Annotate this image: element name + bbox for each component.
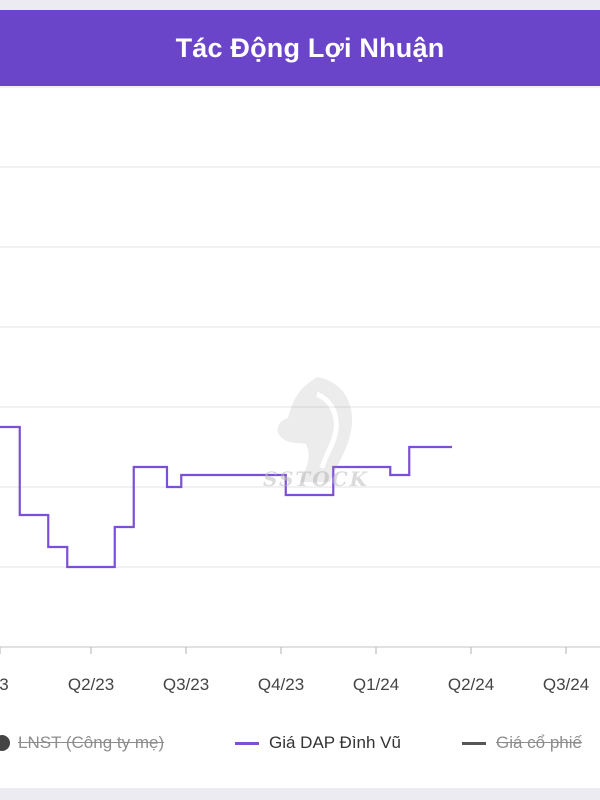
line-icon [462,741,486,745]
horse-logo-watermark [277,377,353,482]
chart-header: Tác Động Lợi Nhuận [0,10,600,86]
series-line-gia-dap [0,425,452,569]
x-tick-label: Q2/24 [448,675,494,694]
legend-item-lnst[interactable]: LNST (Công ty mẹ) [0,726,164,760]
line-icon [235,741,259,745]
x-tick-label: Q3/23 [163,675,209,694]
x-tick-label: Q4/23 [258,675,304,694]
bottom-strip [0,788,600,800]
chart-card [0,86,600,788]
x-tick-label: Q3/24 [543,675,589,694]
top-strip [0,0,600,10]
dot-icon [0,735,10,751]
x-tick-label: 3 [0,675,9,694]
legend-item-gia-dap[interactable]: Giá DAP Đình Vũ [235,726,401,760]
legend-label-gia-dap: Giá DAP Đình Vũ [269,733,401,752]
watermark-text: SSTOCK [263,467,369,491]
x-tick-label: Q1/24 [353,675,399,694]
x-tick-label: Q2/23 [68,675,114,694]
legend-label-lnst: LNST (Công ty mẹ) [18,733,165,752]
legend-item-gia-co-phieu[interactable]: Giá cổ phiế [462,726,582,760]
legend-label-gia-co-phieu: Giá cổ phiế [496,733,582,752]
chart-title: Tác Động Lợi Nhuận [175,32,445,63]
chart-plot: 3 Q2/23 Q3/23 Q4/23 Q1/24 Q2/24 Q3/24 SSTOCK [0,86,600,694]
chart-legend: LNST (Công ty mẹ) Giá DAP Đình Vũ Giá cổ… [0,726,600,760]
